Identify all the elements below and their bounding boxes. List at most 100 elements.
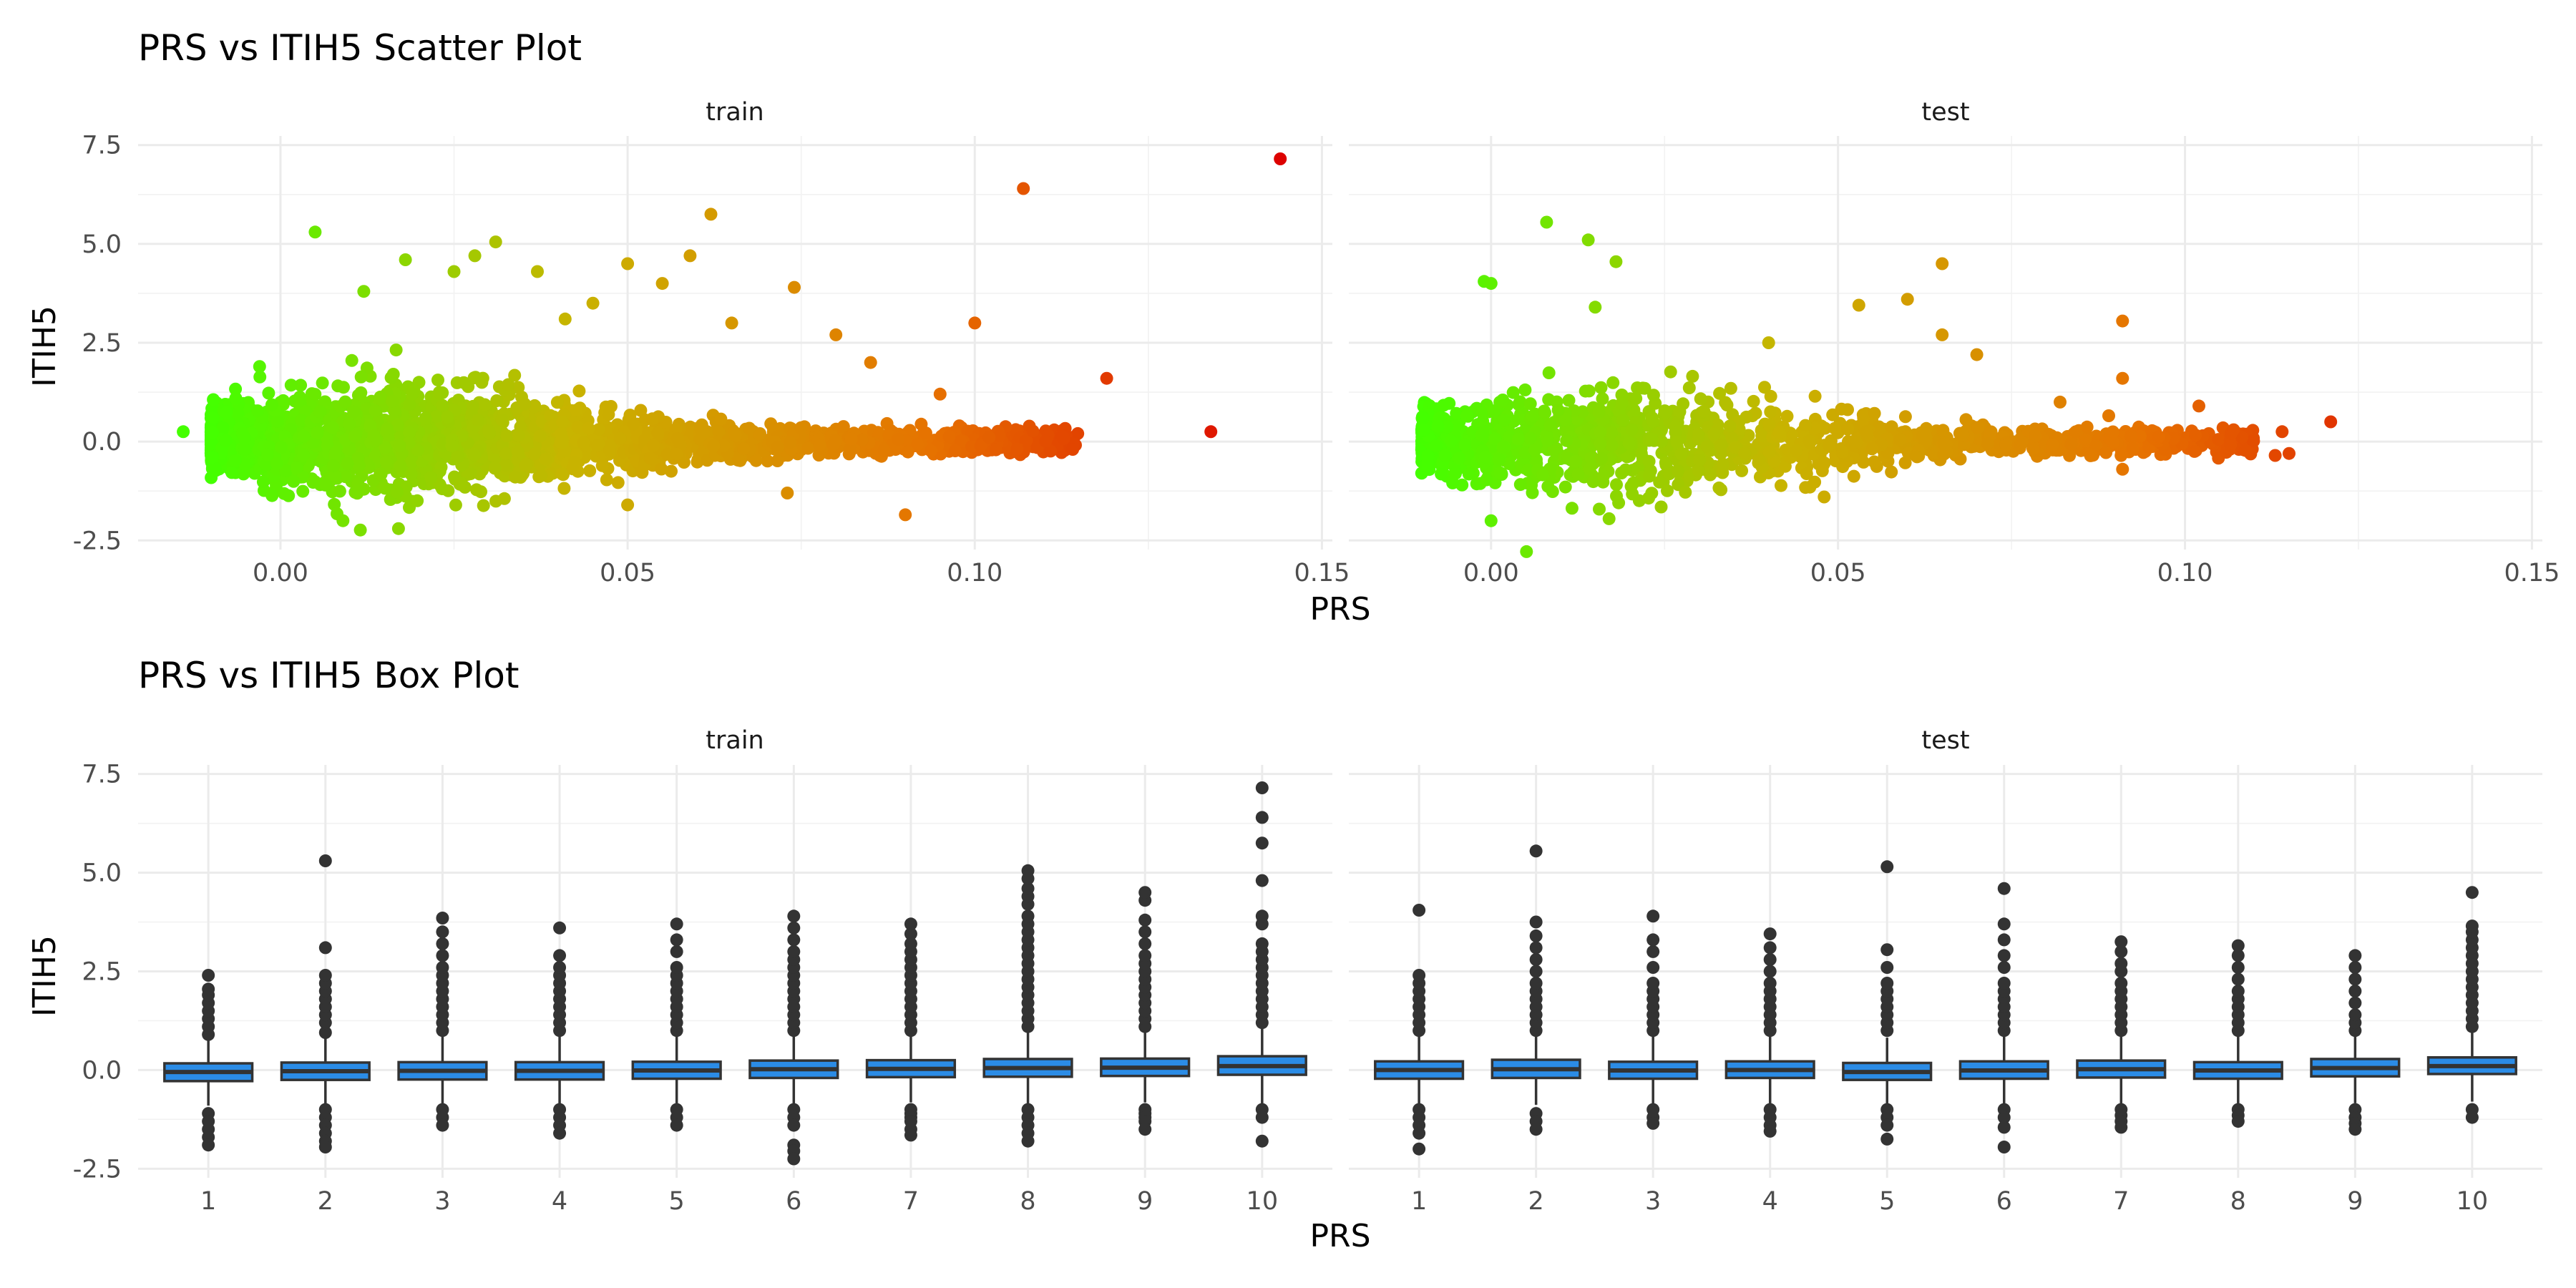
scatter-point (1885, 465, 1898, 479)
box-1 (163, 969, 254, 1152)
scatter-point (290, 461, 303, 474)
box-4 (514, 921, 605, 1140)
box-outlier (2231, 972, 2245, 986)
scatter-point (1629, 391, 1643, 405)
box-outlier (1529, 929, 1543, 942)
box-outlier (1997, 961, 2011, 974)
box-outlier (436, 937, 449, 950)
scatter-point (274, 441, 288, 454)
scatter-point (348, 429, 361, 443)
scatter-point (367, 429, 381, 442)
scatter-point (2079, 433, 2092, 446)
scatter-point (509, 470, 522, 484)
scatter-x-tick-label: 0.10 (2157, 559, 2213, 587)
scatter-point (1893, 433, 1907, 447)
scatter-point (1540, 215, 1553, 229)
scatter-point (1808, 389, 1822, 403)
box-8 (2192, 939, 2283, 1128)
box-outlier (2114, 957, 2128, 970)
box-y-tick-label: -2.5 (73, 1155, 122, 1184)
scatter-point (1646, 389, 1660, 402)
scatter-point (1712, 481, 1726, 494)
scatter-point (1655, 434, 1668, 448)
scatter-point (1586, 475, 1600, 489)
box-x-tick-label: 5 (1879, 1187, 1895, 1216)
box-outlier (1138, 886, 1152, 899)
box-outlier (436, 925, 449, 939)
scatter-point (1507, 414, 1521, 428)
scatter-point (974, 439, 987, 453)
box-outlier (2231, 1115, 2245, 1128)
box-outlier (1255, 909, 1269, 923)
box-x-tick-label: 6 (786, 1187, 801, 1216)
scatter-point (1956, 428, 1970, 441)
scatter-point (389, 343, 403, 357)
scatter-point (276, 394, 290, 407)
scatter-point (1828, 421, 1842, 435)
box-x-tick-label: 1 (200, 1187, 216, 1216)
scatter-point (583, 464, 597, 477)
box-y-ticks: -2.50.02.55.07.5 (73, 761, 122, 1184)
scatter-point (351, 477, 365, 491)
box-outlier (904, 927, 917, 941)
box-outlier (670, 1118, 683, 1132)
scatter-point (1936, 328, 1949, 341)
scatter-point (490, 394, 504, 407)
scatter-point (1803, 436, 1817, 449)
scatter-point (1758, 381, 1771, 394)
scatter-point (279, 464, 292, 477)
box-outlier (2348, 985, 2362, 998)
scatter-y-tick-label: 0.0 (82, 428, 122, 457)
box-x-tick-label: 1 (1411, 1187, 1427, 1216)
box-outlier (318, 1141, 332, 1153)
box-outlier (553, 949, 567, 962)
scatter-point (1626, 476, 1640, 489)
scatter-point (326, 459, 340, 472)
scatter-point (379, 482, 392, 495)
scatter-point (924, 444, 937, 457)
scatter-point (403, 398, 416, 411)
scatter-point (954, 434, 967, 448)
box-6 (748, 909, 839, 1166)
scatter-point (1835, 402, 1848, 416)
box-outlier (1529, 953, 1543, 966)
scatter-point (2014, 438, 2027, 452)
scatter-point (749, 454, 763, 467)
box-outlier (1880, 961, 1894, 974)
scatter-point (238, 431, 251, 445)
scatter-point (502, 378, 515, 391)
scatter-point (374, 390, 387, 404)
box-title: PRS vs ITIH5 Box Plot (138, 655, 519, 696)
scatter-point (1719, 396, 1732, 409)
box-outlier (1997, 1111, 2011, 1124)
box-outlier (2348, 996, 2362, 1010)
scatter-point (1868, 455, 1881, 469)
scatter-point (2187, 444, 2201, 458)
scatter-point (1615, 397, 1629, 410)
box-outlier (1646, 961, 1660, 974)
scatter-point (1799, 419, 1813, 432)
scatter-point (284, 379, 298, 392)
scatter-point (2167, 431, 2180, 445)
box-outlier (1021, 1134, 1035, 1148)
box-outlier (2465, 919, 2479, 933)
boxes-test (1374, 844, 2517, 1156)
scatter-point (270, 414, 284, 428)
scatter-point (265, 398, 278, 411)
scatter-panel-test: test (1349, 98, 2542, 558)
box-panel-train: train (138, 726, 1332, 1178)
box-x-tick-label: 2 (318, 1187, 333, 1216)
box-x-tick-label: 7 (903, 1187, 919, 1216)
scatter-point (278, 487, 291, 500)
scatter-point (455, 429, 469, 443)
scatter-point (712, 426, 726, 439)
scatter-point (570, 404, 583, 417)
scatter-point (1020, 434, 1033, 447)
scatter-point (495, 413, 509, 426)
scatter-point (345, 353, 358, 367)
scatter-point (1542, 366, 1556, 379)
box-outlier (1880, 943, 1894, 957)
scatter-point (1669, 426, 1682, 439)
scatter-point (338, 395, 352, 409)
scatter-point (533, 429, 547, 443)
